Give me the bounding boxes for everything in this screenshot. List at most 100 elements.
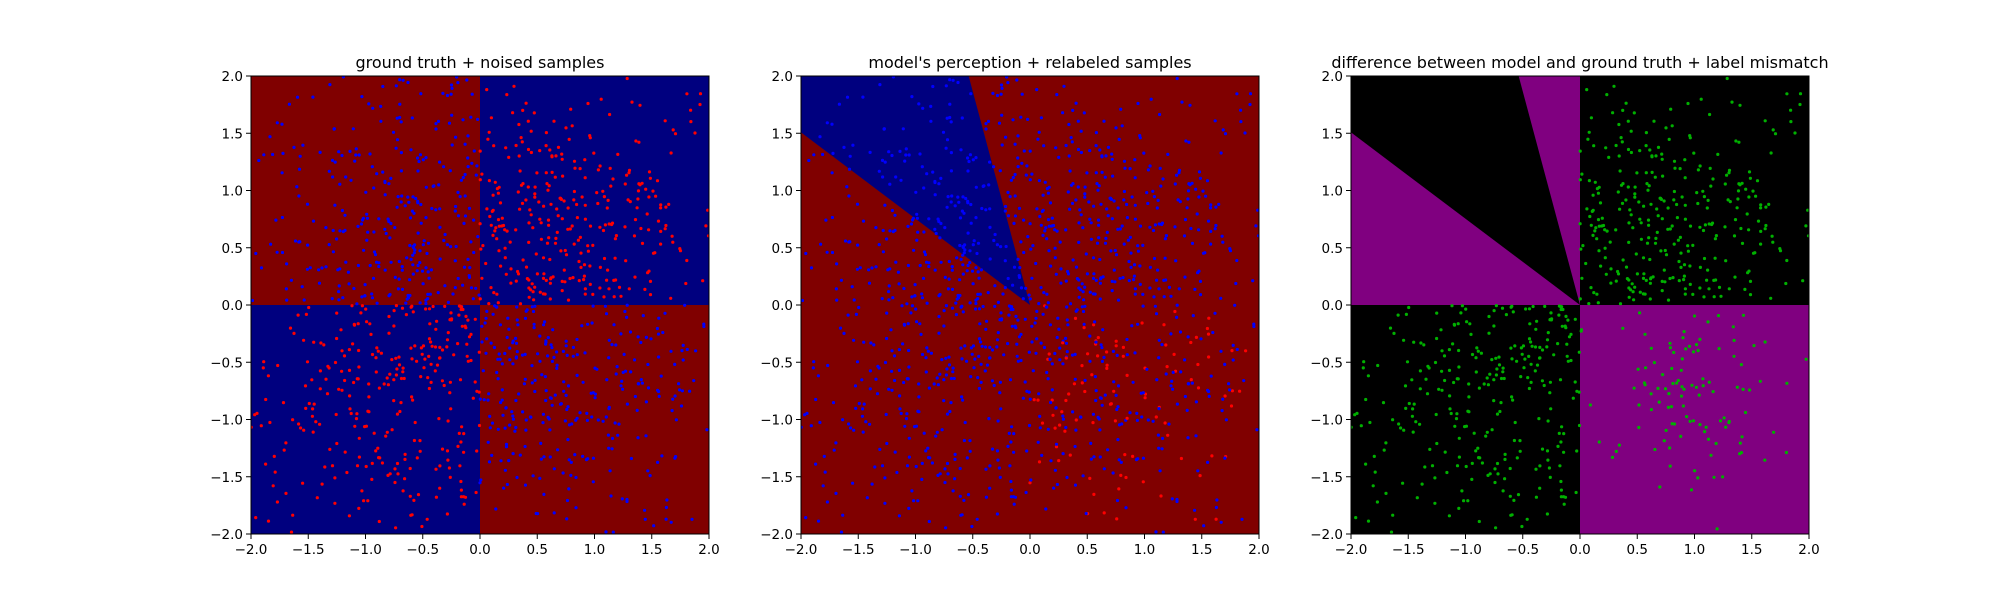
data-point [305, 267, 309, 271]
data-point [601, 228, 606, 233]
data-point [607, 338, 611, 342]
data-point [251, 298, 254, 303]
data-point [911, 216, 916, 220]
data-point [1510, 304, 1514, 308]
data-point [1448, 394, 1452, 398]
data-point [1769, 296, 1773, 300]
data-point [412, 211, 416, 215]
data-point [1573, 380, 1577, 384]
data-point [1188, 103, 1192, 107]
data-point [333, 476, 337, 480]
data-point [1205, 179, 1210, 183]
data-point [875, 392, 880, 396]
data-point [476, 235, 480, 239]
x-tick-label: 1.5 [1191, 542, 1212, 558]
data-point [970, 269, 975, 273]
data-point [834, 441, 838, 445]
data-point [825, 121, 829, 125]
data-point [495, 292, 499, 296]
data-point [538, 217, 542, 221]
data-point [1081, 290, 1085, 294]
data-point [1691, 243, 1695, 247]
data-point [1048, 201, 1053, 205]
data-point [1748, 388, 1752, 392]
data-point [1563, 324, 1567, 328]
data-point [1645, 241, 1650, 245]
data-point [1510, 395, 1514, 399]
data-point [807, 158, 811, 163]
data-point [429, 340, 433, 344]
data-point [1228, 247, 1232, 251]
data-point [661, 330, 665, 335]
data-point [1044, 507, 1048, 511]
data-point [327, 169, 331, 173]
data-point [285, 262, 289, 266]
data-point [1437, 387, 1441, 391]
data-point [1509, 346, 1513, 350]
data-point [596, 418, 600, 422]
data-point [459, 440, 463, 444]
data-point [1209, 374, 1213, 378]
data-point [890, 349, 894, 353]
data-point [264, 397, 268, 402]
data-point [1649, 276, 1653, 280]
data-point [1125, 416, 1129, 420]
data-point [387, 331, 391, 335]
data-point [1067, 392, 1071, 396]
data-point [1140, 415, 1144, 419]
data-point [555, 366, 559, 370]
data-point [426, 376, 430, 380]
data-point [1713, 256, 1717, 260]
data-point [520, 201, 525, 205]
data-point [1596, 218, 1601, 222]
data-point [409, 148, 413, 152]
data-point [656, 332, 661, 336]
data-point [1657, 400, 1661, 404]
data-point [1392, 331, 1396, 335]
data-point [617, 422, 621, 426]
data-point [907, 455, 912, 459]
data-point [616, 433, 620, 437]
data-point [645, 212, 649, 216]
data-point [897, 368, 902, 372]
data-point [310, 414, 314, 418]
data-point [1686, 101, 1690, 106]
data-point [311, 430, 315, 434]
data-point [456, 276, 460, 281]
data-point [1052, 486, 1056, 490]
data-point [544, 389, 548, 393]
data-point [972, 366, 976, 370]
data-point [825, 500, 830, 504]
data-point [1631, 226, 1635, 230]
data-point [1065, 475, 1069, 480]
data-point [1688, 264, 1692, 268]
data-point [882, 127, 886, 131]
data-point [888, 182, 892, 186]
x-tick-label: −1.5 [1392, 542, 1425, 558]
data-point [1054, 442, 1059, 446]
data-point [1464, 464, 1468, 469]
data-point [484, 351, 488, 355]
data-point [1175, 303, 1179, 307]
data-point [1077, 286, 1081, 290]
data-point [547, 184, 551, 188]
data-point [541, 412, 546, 416]
data-point [1508, 466, 1512, 471]
data-point [1116, 206, 1120, 210]
data-point [1548, 391, 1552, 395]
data-point [874, 226, 878, 230]
data-point [1617, 443, 1621, 447]
data-point [1474, 449, 1478, 453]
data-point [1695, 191, 1699, 195]
data-point [855, 360, 860, 364]
data-point [518, 169, 522, 173]
data-point [1512, 438, 1516, 443]
data-point [302, 428, 306, 432]
data-point [887, 284, 891, 288]
data-point [424, 266, 428, 270]
data-point [1591, 233, 1595, 237]
data-point [467, 275, 472, 279]
data-point [958, 243, 962, 248]
data-point [1497, 363, 1502, 367]
data-point [541, 421, 545, 425]
